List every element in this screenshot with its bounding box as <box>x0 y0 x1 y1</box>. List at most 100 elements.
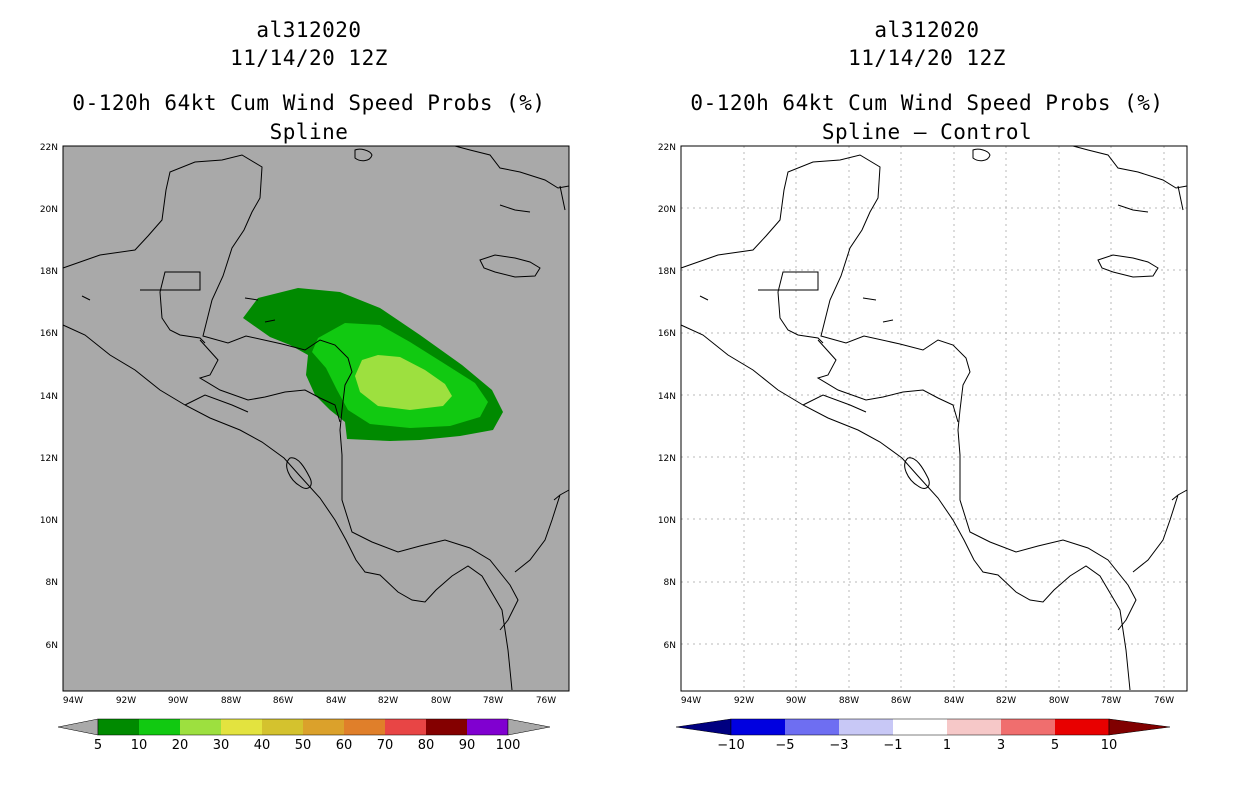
lat-label-8n: 8N <box>664 578 676 588</box>
coastlines <box>680 145 1188 691</box>
lat-label-6n: 6N <box>46 641 58 651</box>
colorbar-label: 60 <box>336 738 353 753</box>
colorbar-labels: −10 −5 −3 −1 1 3 5 10 <box>717 738 1117 753</box>
lon-tick-labels: 94W 92W 90W 88W 86W 84W 82W 80W 78W 76W <box>63 696 556 706</box>
lat-label-12n: 12N <box>658 454 676 464</box>
lon-label-80w: 80W <box>1049 696 1069 706</box>
colorbar-label: 100 <box>496 738 521 753</box>
lon-label-84w: 84W <box>326 696 346 706</box>
colorbar-segments <box>98 719 508 735</box>
difference-colorbar: −10 −5 −3 −1 1 3 5 10 <box>675 718 1171 753</box>
lat-label-18n: 18N <box>40 267 58 277</box>
colorbar-segment <box>1055 719 1109 735</box>
colorbar-label: −10 <box>717 738 744 753</box>
lat-label-12n: 12N <box>40 454 58 464</box>
lon-label-88w: 88W <box>839 696 859 706</box>
probability-map: 22N 20N 18N 16N 14N 12N 10N 8N 6N 94W 92… <box>40 143 570 706</box>
storm-id-title: al312020 <box>256 18 362 42</box>
lon-label-92w: 92W <box>734 696 754 706</box>
lon-tick-labels: 94W 92W 90W 88W 86W 84W 82W 80W 78W 76W <box>681 696 1174 706</box>
lon-label-90w: 90W <box>168 696 188 706</box>
datetime-title: 11/14/20 12Z <box>848 46 1006 70</box>
lon-label-80w: 80W <box>431 696 451 706</box>
colorbar-segment <box>303 719 344 735</box>
colorbar-label: 70 <box>377 738 394 753</box>
colorbar-segments <box>731 719 1109 735</box>
lat-label-10n: 10N <box>40 516 58 526</box>
lon-label-76w: 76W <box>536 696 556 706</box>
lat-label-18n: 18N <box>658 267 676 277</box>
lon-label-86w: 86W <box>273 696 293 706</box>
colorbar-segment <box>221 719 262 735</box>
lat-tick-labels: 22N 20N 18N 16N 14N 12N 10N 8N 6N <box>658 143 676 651</box>
product-title: 0-120h 64kt Cum Wind Speed Probs (%) <box>72 91 546 115</box>
colorbar-label: 30 <box>213 738 230 753</box>
lat-label-10n: 10N <box>658 516 676 526</box>
colorbar-over-triangle <box>1108 718 1171 736</box>
colorbar-segment <box>426 719 467 735</box>
lat-label-8n: 8N <box>46 578 58 588</box>
lon-label-86w: 86W <box>891 696 911 706</box>
storm-id-title: al312020 <box>874 18 980 42</box>
map-frame <box>680 145 1188 692</box>
left-panel: al312020 11/14/20 12Z 0-120h 64kt Cum Wi… <box>40 18 570 753</box>
product-title: 0-120h 64kt Cum Wind Speed Probs (%) <box>690 91 1164 115</box>
datetime-title: 11/14/20 12Z <box>230 46 388 70</box>
lat-label-14n: 14N <box>40 392 58 402</box>
colorbar-segment <box>180 719 221 735</box>
lat-label-14n: 14N <box>658 392 676 402</box>
colorbar-labels: 5 10 20 30 40 50 60 70 80 90 100 <box>94 738 521 753</box>
right-panel: al312020 11/14/20 12Z 0-120h 64kt Cum Wi… <box>618 0 1236 800</box>
lon-label-84w: 84W <box>944 696 964 706</box>
colorbar-label: 5 <box>1051 738 1059 753</box>
colorbar-segment <box>139 719 180 735</box>
lon-label-90w: 90W <box>786 696 806 706</box>
lat-label-20n: 20N <box>658 205 676 215</box>
colorbar-segment <box>731 719 785 735</box>
lat-label-20n: 20N <box>40 205 58 215</box>
colorbar-label: 10 <box>131 738 148 753</box>
map-frame <box>62 145 570 692</box>
lon-label-76w: 76W <box>1154 696 1174 706</box>
colorbar-segment <box>262 719 303 735</box>
colorbar-under-triangle <box>57 718 99 736</box>
colorbar-label: 20 <box>172 738 189 753</box>
probability-colorbar: 5 10 20 30 40 50 60 70 80 90 100 <box>57 718 551 753</box>
colorbar-segment <box>98 719 139 735</box>
colorbar-segment <box>1001 719 1055 735</box>
colorbar-label: 3 <box>997 738 1005 753</box>
lat-label-16n: 16N <box>40 329 58 339</box>
lon-label-78w: 78W <box>1101 696 1121 706</box>
colorbar-segment <box>947 719 1001 735</box>
colorbar-label: 40 <box>254 738 271 753</box>
colorbar-label: −3 <box>829 738 848 753</box>
colorbar-label: 5 <box>94 738 102 753</box>
subtitle: Spline <box>269 120 349 144</box>
lon-label-82w: 82W <box>378 696 398 706</box>
grid-lines <box>681 146 1187 691</box>
colorbar-label: 10 <box>1101 738 1118 753</box>
prob-contour-20 <box>355 355 452 410</box>
lon-label-78w: 78W <box>483 696 503 706</box>
lon-label-92w: 92W <box>116 696 136 706</box>
colorbar-label: 1 <box>943 738 951 753</box>
colorbar-label: −5 <box>775 738 794 753</box>
colorbar-label: −1 <box>883 738 902 753</box>
lon-label-94w: 94W <box>63 696 83 706</box>
colorbar-segment <box>893 719 947 735</box>
colorbar-label: 90 <box>459 738 476 753</box>
lon-label-82w: 82W <box>996 696 1016 706</box>
colorbar-segment <box>467 719 508 735</box>
colorbar-label: 50 <box>295 738 312 753</box>
lon-label-88w: 88W <box>221 696 241 706</box>
lat-label-6n: 6N <box>664 641 676 651</box>
colorbar-under-triangle <box>675 718 732 736</box>
subtitle: Spline – Control <box>821 120 1033 144</box>
lat-label-22n: 22N <box>40 143 58 153</box>
lon-label-94w: 94W <box>681 696 701 706</box>
colorbar-segment <box>344 719 385 735</box>
coastlines <box>62 145 570 691</box>
lat-label-16n: 16N <box>658 329 676 339</box>
colorbar-segment <box>785 719 839 735</box>
difference-map: 22N 20N 18N 16N 14N 12N 10N 8N 6N 94W 92… <box>658 143 1188 706</box>
